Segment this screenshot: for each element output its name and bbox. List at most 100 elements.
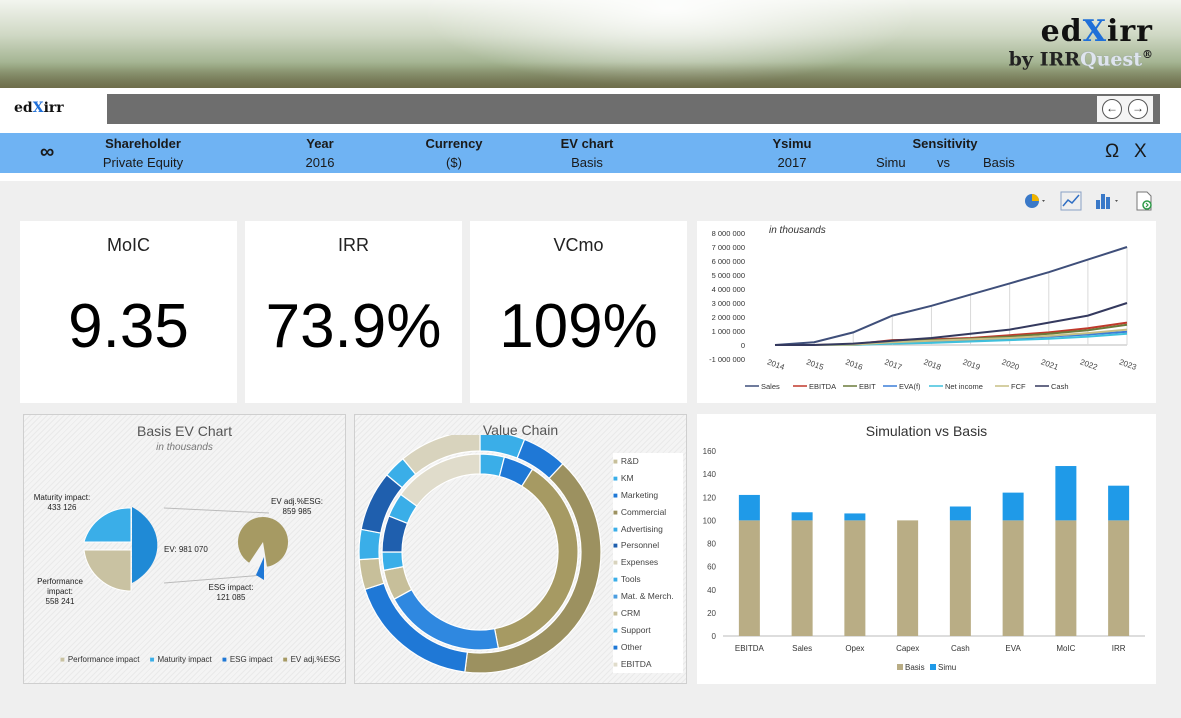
- legend-label: EBIT: [859, 382, 876, 391]
- legend-swatch: ■: [613, 659, 618, 669]
- y-tick-label: 0: [741, 341, 745, 350]
- forward-button[interactable]: →: [1128, 99, 1148, 119]
- legend-label: Sales: [761, 382, 780, 391]
- filter-label: Ysimu: [772, 136, 812, 151]
- legend-item: ■ Expenses: [613, 554, 683, 571]
- x-tick-label: 2014: [766, 357, 786, 372]
- bar-segment: [738, 494, 760, 521]
- legend-item: ■ EBITDA: [613, 656, 683, 673]
- brand-part: ed: [1040, 14, 1083, 49]
- bar-segment: [1055, 520, 1077, 636]
- line-chart: in thousands 8 000 000 7 000 000 6 000 000 5…: [709, 225, 1138, 391]
- kpi-value: 9.35: [68, 292, 189, 361]
- value-chain-panel[interactable]: Value Chain ■ R&D ■ KM ■ Marketing ■ Commercial…: [354, 414, 687, 684]
- bar-segment: [1108, 485, 1130, 521]
- legend-label: EBITDA: [620, 658, 652, 669]
- filter-sensitivity[interactable]: Sensitivity Simu vs Basis: [870, 136, 1020, 171]
- donut-slice: [358, 528, 382, 561]
- legend-swatch: ■: [613, 558, 618, 568]
- nav-logo[interactable]: edXirr: [14, 100, 64, 116]
- ev-label-value: 859 985: [282, 507, 312, 516]
- kpi-card-moic: MoIC 9.35: [20, 221, 237, 403]
- x-tick-label: 2015: [805, 357, 825, 372]
- x-tick-label: 2019: [962, 357, 982, 372]
- pie-chart-icon[interactable]: [1022, 188, 1048, 214]
- kpi-title: IRR: [338, 235, 369, 255]
- filter-label: EV chart: [560, 136, 614, 151]
- export-icon[interactable]: [1131, 188, 1157, 214]
- close-icon[interactable]: X: [1134, 141, 1147, 162]
- y-tick-label: 3 000 000: [712, 299, 745, 308]
- bar-segment: [1002, 520, 1024, 636]
- ev-label-value: 558 241: [45, 597, 75, 606]
- legend-swatch: ■: [613, 592, 618, 602]
- line-chart-panel[interactable]: in thousands 8 000 000 7 000 000 6 000 000 5…: [697, 221, 1156, 403]
- legend-label: Personnel: [620, 540, 660, 551]
- legend-item: ■ R&D: [613, 453, 683, 470]
- legend-label: Net income: [945, 382, 983, 391]
- filter-currency[interactable]: Currency ($): [414, 136, 494, 170]
- legend-item: ■ Personnel: [613, 537, 683, 554]
- bar-segment: [791, 520, 813, 636]
- kpi-value: 109%: [499, 292, 658, 361]
- ev-slice-ev: [132, 507, 158, 583]
- legend-item: ■ Advertising: [613, 521, 683, 538]
- filter-label: Currency: [425, 136, 483, 151]
- legend-label: CRM: [620, 608, 641, 619]
- legend-swatch: ■: [613, 575, 618, 585]
- legend-label: Other: [620, 641, 643, 652]
- kpi-title: MoIC: [106, 235, 150, 255]
- y-tick-label: 7 000 000: [712, 243, 745, 252]
- legend-swatch: ■: [613, 473, 618, 483]
- x-tick-label: 2018: [922, 357, 942, 372]
- filter-value: ($): [446, 155, 462, 170]
- x-tick-label: Opex: [845, 644, 864, 653]
- filter-ysimu[interactable]: Ysimu 2017: [762, 136, 822, 170]
- x-tick-label: Sales: [792, 644, 812, 653]
- omega-icon[interactable]: Ω: [1105, 141, 1120, 162]
- line-chart-icon[interactable]: [1058, 188, 1084, 214]
- filter-label: Year: [306, 136, 334, 151]
- y-tick-label: 5 000 000: [712, 271, 745, 280]
- banner-ground: [0, 62, 1181, 88]
- legend-label: EBITDA: [809, 382, 836, 391]
- ev-label-performance: Performance impact: 558 241: [28, 577, 92, 607]
- y-tick-label: 6 000 000: [712, 257, 745, 266]
- y-tick-label: 4 000 000: [712, 285, 745, 294]
- y-tick-label: 60: [707, 563, 716, 572]
- brand-byline: by IRRQuest®: [1009, 48, 1153, 70]
- y-tick-label: 120: [703, 493, 717, 502]
- filter-shareholder[interactable]: Shareholder Private Equity: [88, 136, 198, 170]
- legend-swatch: ■: [613, 625, 618, 635]
- filter-year[interactable]: Year 2016: [290, 136, 350, 170]
- legend-swatch: ■: [613, 457, 618, 466]
- sensitivity-vs: vs: [937, 155, 950, 170]
- legend-swatch: ■: [613, 507, 618, 517]
- nav-buttons: ← →: [1097, 96, 1153, 122]
- filter-label: Sensitivity: [912, 136, 978, 151]
- legend-item: ■ Commercial: [613, 504, 683, 521]
- legend-label: EVA(f): [899, 382, 921, 391]
- legend-swatch: ■: [613, 609, 618, 619]
- bar-chart-icon[interactable]: [1093, 188, 1119, 214]
- ev-chart-panel[interactable]: Basis EV Chart in thousands Maturity imp…: [23, 414, 346, 684]
- legend-item: ■ Mat. & Merch.: [613, 588, 683, 605]
- legend-label: Commercial: [620, 506, 667, 517]
- bar-segment: [791, 512, 813, 521]
- ev-label-value: 433 126: [47, 503, 77, 512]
- legend-item: ■ KM: [613, 470, 683, 487]
- x-tick-label: EVA: [1005, 644, 1021, 653]
- ev-shapes: [83, 507, 288, 592]
- kpi-card-irr: IRR 73.9%: [245, 221, 462, 403]
- simulation-panel[interactable]: Simulation vs Basis 160 140 120 100 80 60 40 20…: [697, 414, 1156, 684]
- legend-item: ■ Other: [613, 639, 683, 656]
- bar-segment: [1002, 492, 1024, 521]
- legend-label: EV adj.%ESG: [290, 655, 341, 664]
- donut-slice: [358, 557, 385, 591]
- legend-label: Cash: [1051, 382, 1069, 391]
- line-annotation: in thousands: [769, 225, 826, 236]
- x-tick-label: Cash: [951, 644, 970, 653]
- back-button[interactable]: ←: [1102, 99, 1122, 119]
- infinity-icon[interactable]: ∞: [40, 141, 55, 163]
- filter-ev-chart[interactable]: EV chart Basis: [547, 136, 627, 170]
